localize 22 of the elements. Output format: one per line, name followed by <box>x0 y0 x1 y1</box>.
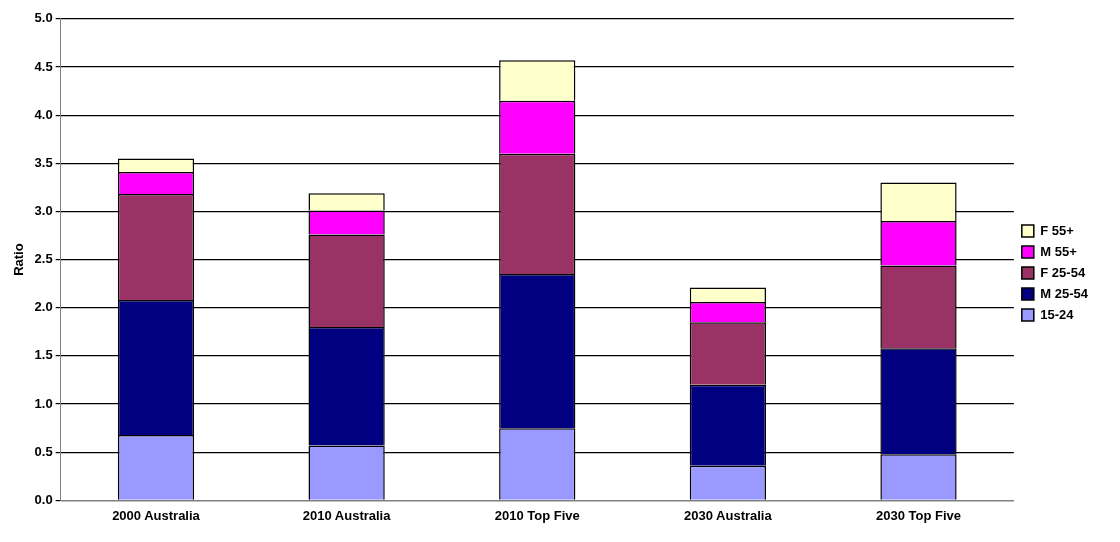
legend-label: F 55+ <box>1040 222 1075 238</box>
legend-label: M 25-54 <box>1040 285 1089 301</box>
x-tick-label: 2030 Australia <box>684 507 773 523</box>
x-tick-label: 2010 Australia <box>302 507 392 523</box>
y-tick-label: 0.5 <box>34 443 53 459</box>
x-tick-label: 2010 Top Five <box>494 507 580 523</box>
y-tick-label: 2.0 <box>34 299 53 315</box>
y-tick-label: 0.0 <box>34 491 53 507</box>
x-tick-label: 2030 Top Five <box>875 507 961 523</box>
legend-label: M 55+ <box>1040 243 1078 259</box>
y-tick-label: 3.0 <box>34 203 53 219</box>
x-tick-label: 2000 Australia <box>112 507 201 523</box>
y-tick-label: 1.5 <box>34 347 53 363</box>
legend-label: F 25-54 <box>1040 264 1086 280</box>
legend-label: 15-24 <box>1040 306 1075 322</box>
y-tick-label: 4.0 <box>34 106 53 122</box>
y-tick-label: 4.5 <box>34 58 53 74</box>
y-tick-label: 1.0 <box>34 395 53 411</box>
y-tick-label: 2.5 <box>34 251 53 267</box>
y-tick-label: 5.0 <box>34 10 53 26</box>
y-tick-label: 3.5 <box>34 154 53 170</box>
y-axis-title: Ratio <box>11 243 27 276</box>
